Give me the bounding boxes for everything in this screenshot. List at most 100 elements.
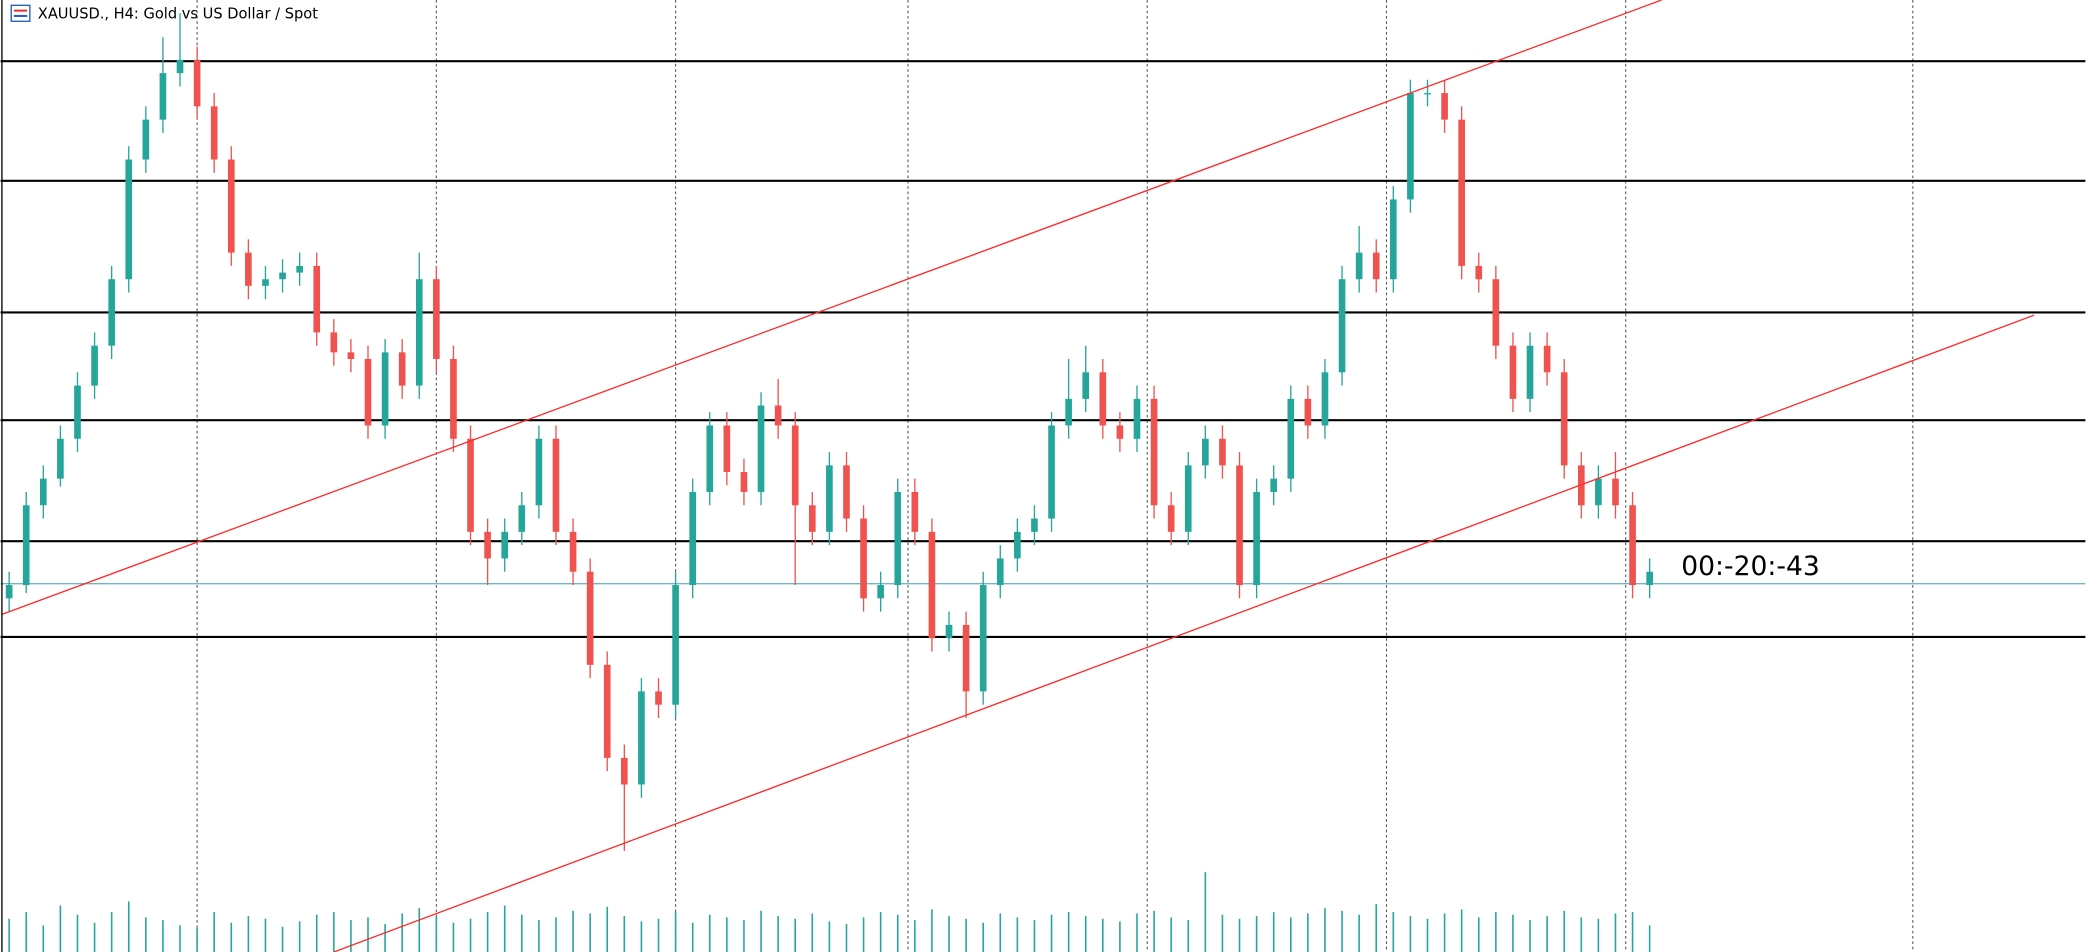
candle-body [706,425,714,492]
candle-body [1441,93,1448,120]
candle-body [1526,345,1534,399]
candle-body [1355,252,1363,280]
candle-body [1099,372,1107,426]
candle-body [638,691,645,785]
candle-body [415,279,423,386]
candle-body [142,119,150,160]
candles-layer [5,13,1653,851]
candle-body [467,438,474,532]
candle-body [603,664,611,758]
candle-body [176,59,184,74]
candle-body [1116,425,1124,439]
candle-body [210,106,218,160]
candle-body [945,624,953,639]
candle-body [928,531,936,639]
candle-body [569,531,577,572]
candle-body [159,73,167,120]
chart-title: XAUUSD., H4: Gold vs US Dollar / Spot [38,6,318,23]
candle-body [1492,279,1500,346]
chart-icon [10,4,31,22]
candle-body [689,491,697,586]
candle-body [5,585,13,599]
candle-body [860,518,867,599]
candle-body [313,265,321,333]
candle-body [1253,491,1260,586]
candle-body [962,624,970,692]
grid-layer [196,0,1914,952]
candle-body [723,425,731,473]
candle-body [621,757,628,785]
candle-body [979,585,987,692]
countdown: 00:-20:-43 [1681,551,1820,582]
candle-body [552,438,560,532]
candle-body [877,585,884,599]
candle-body [672,585,679,705]
candle-body [1509,345,1517,399]
candle-body [586,571,594,665]
candle-body [1595,478,1602,506]
candle-body [39,478,47,506]
candle-body [1543,345,1551,373]
candle-body [774,405,782,426]
candle-body [1065,398,1072,426]
candle-body [381,352,389,426]
candle-body [808,505,816,532]
candle-body [1202,438,1209,466]
candle-body [1236,465,1243,586]
candle-body [1321,372,1329,426]
candle-body [245,252,252,286]
candle-body [227,159,235,253]
candle-body [1150,398,1158,506]
volume-layer [8,872,1651,952]
candle-body [279,272,286,280]
candle-body [1219,438,1226,466]
candle-body [398,352,406,386]
candle-body [791,425,799,506]
candle-body [1014,531,1021,559]
candle-body [894,491,902,586]
candle-body [996,558,1004,586]
candle-body [1646,571,1653,586]
candle-body [364,358,372,426]
candle-body [1167,505,1175,532]
candle-body [740,472,748,492]
chart-header: XAUUSD., H4: Gold vs US Dollar / Spot [10,4,318,23]
candle-body [535,438,543,506]
candle-body [1184,465,1192,532]
candle-body [1475,265,1483,280]
candle-body [433,279,440,359]
candle-body [347,352,355,359]
candle-body [1424,93,1431,95]
levels-layer [0,60,2086,638]
candle-body [74,385,81,439]
candle-body [843,465,850,519]
candle-body [1407,93,1414,200]
candle-body [1304,398,1312,426]
candle-body [1133,398,1141,439]
candle-body [91,345,98,386]
candle-body [1629,505,1636,586]
candle-body [193,59,201,107]
candle-body [1287,398,1295,479]
candle-body [1612,478,1619,506]
candle-body [911,491,919,532]
candle-body [1372,252,1380,280]
candle-body [655,691,662,705]
candle-body [296,265,303,273]
candle-body [1082,372,1090,399]
candle-body [108,279,115,346]
candle-body [125,159,133,280]
candle-body [518,505,526,532]
candle-body [1458,119,1465,266]
trend-line [333,314,2035,952]
candle-body [484,531,491,559]
candle-body [22,505,30,586]
candle-body [1270,478,1278,492]
candle-body [1031,518,1038,532]
candle-body [501,531,509,559]
candle-body [1048,425,1055,519]
candle-body [57,438,64,479]
